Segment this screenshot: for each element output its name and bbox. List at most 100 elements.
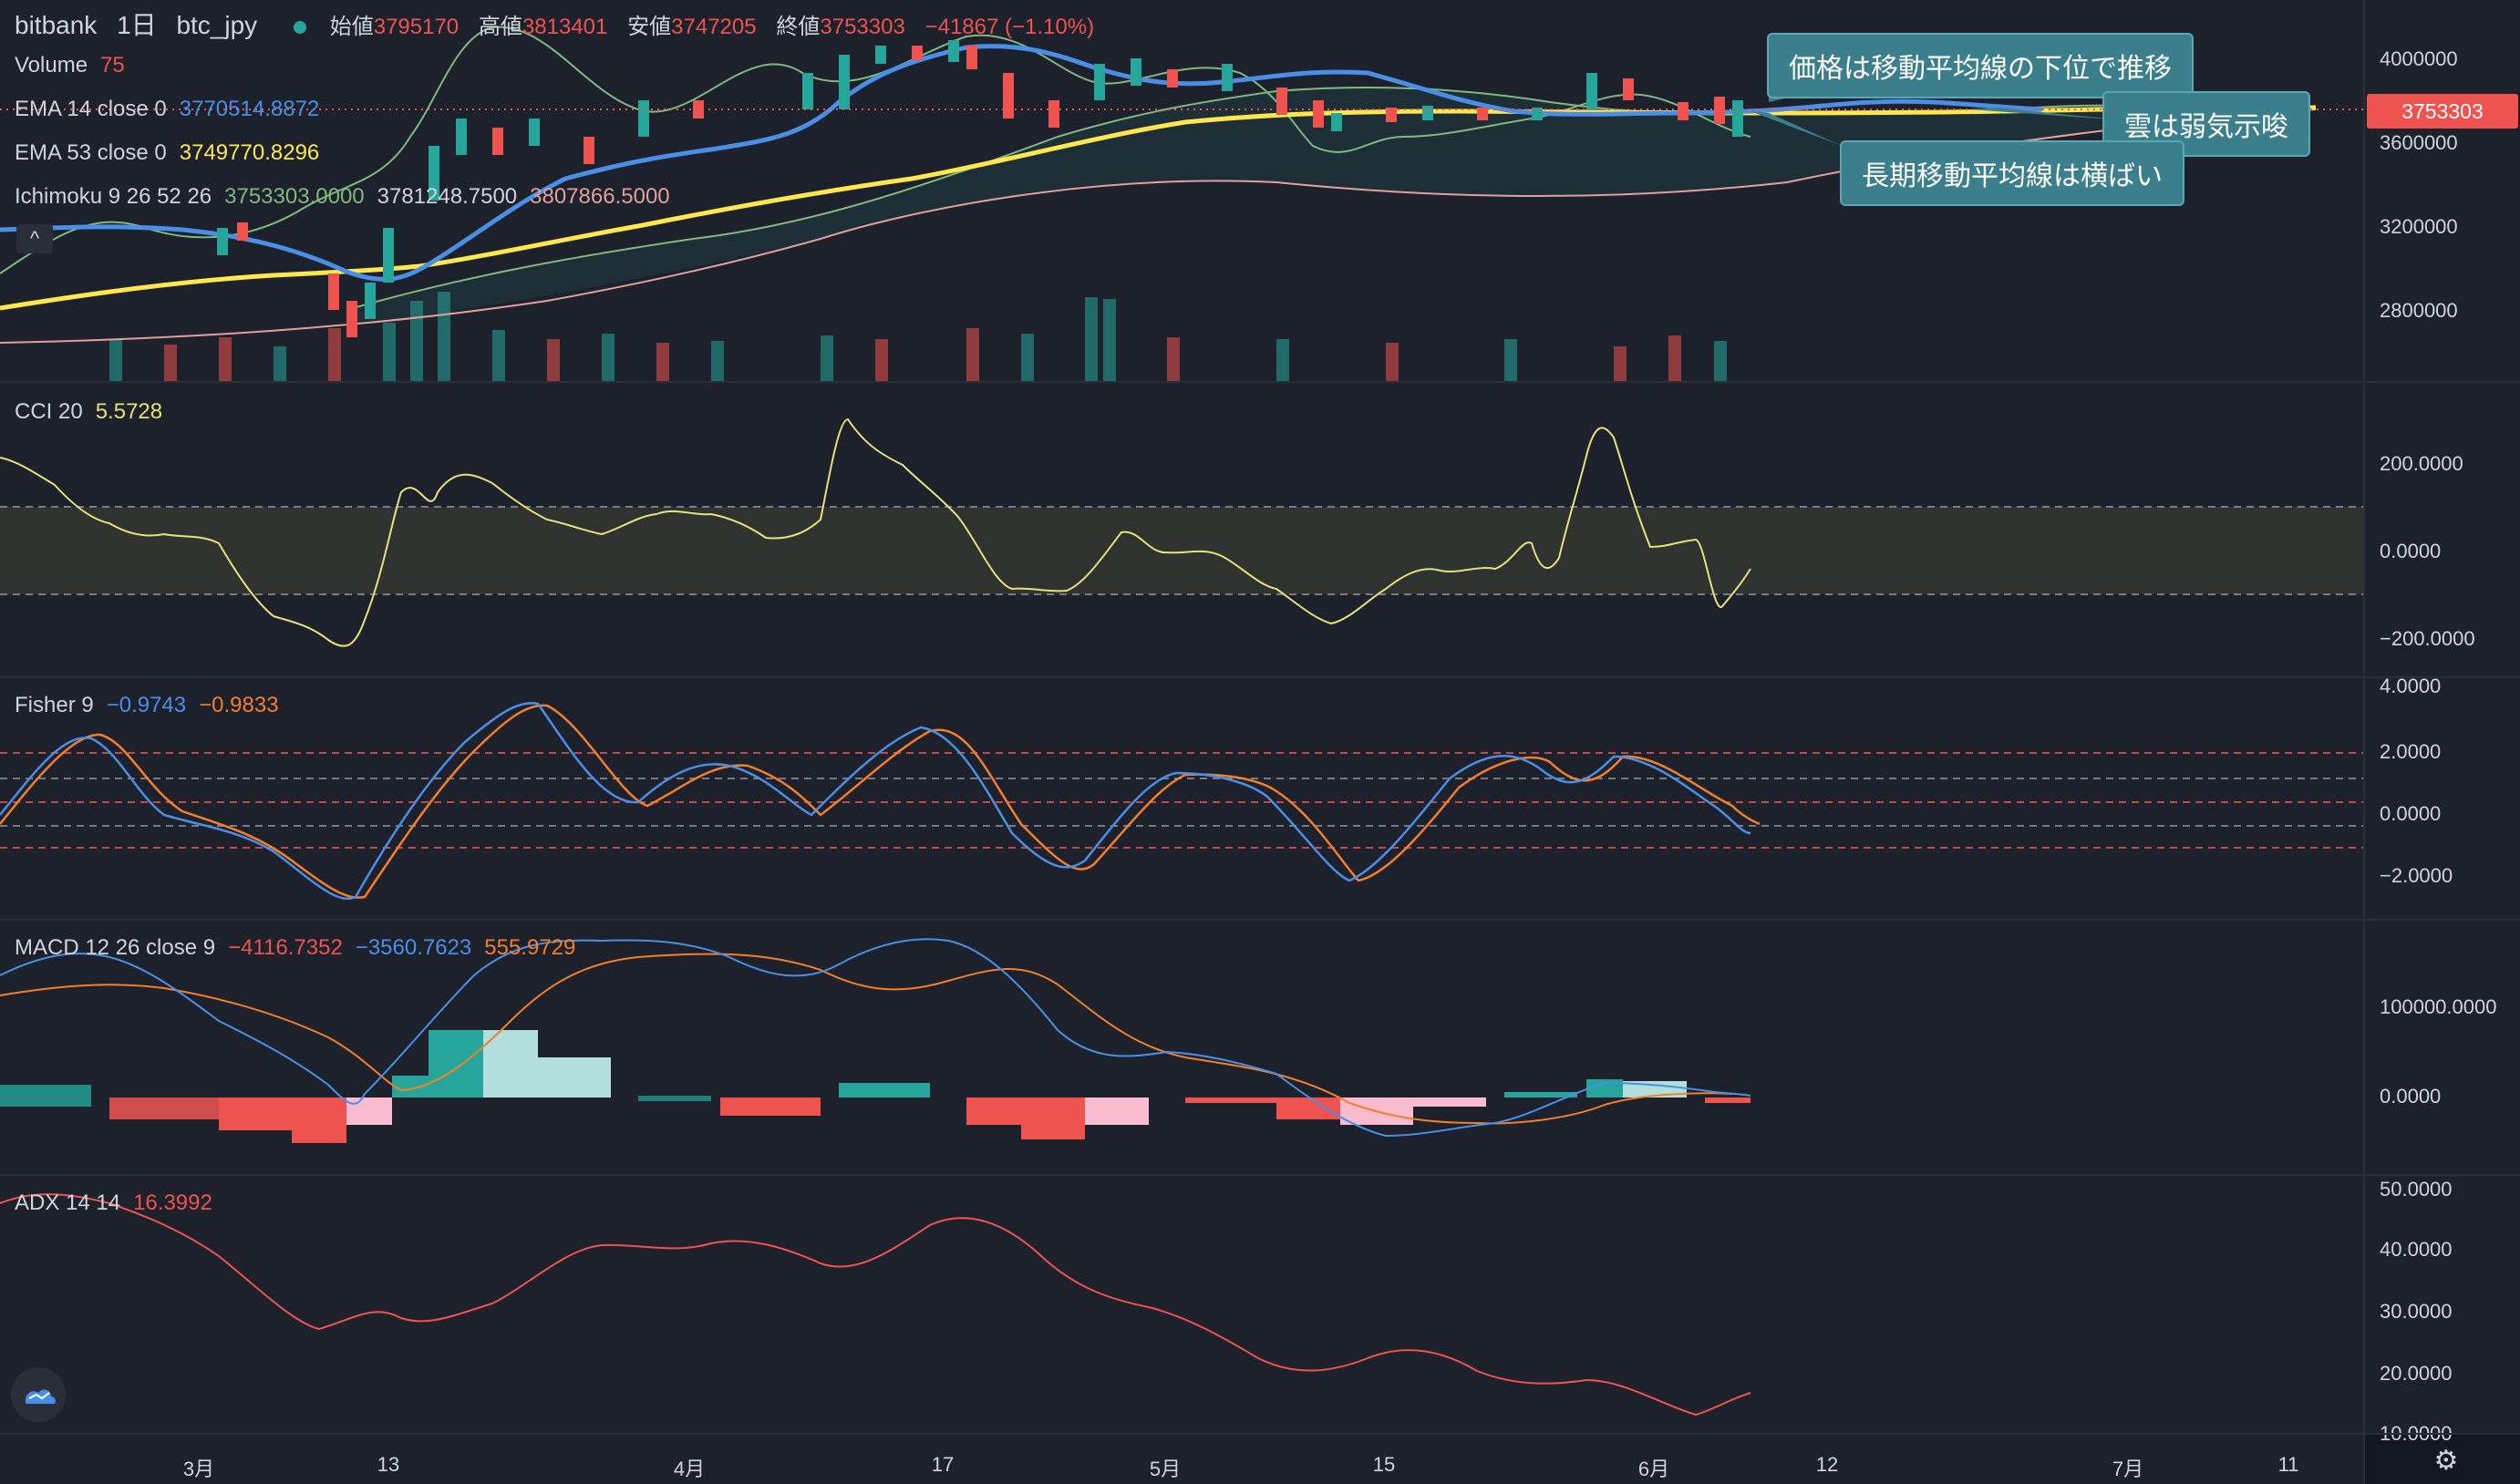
change-value: −41867 (−1.10%) bbox=[924, 15, 1095, 39]
close-label: 終値 bbox=[776, 15, 821, 39]
ichimoku-name: Ichimoku 9 26 52 26 bbox=[15, 184, 212, 209]
ema53-name: EMA 53 close 0 bbox=[15, 140, 167, 165]
fisher-tick: 2.0000 bbox=[2380, 740, 2442, 763]
ema53-line bbox=[0, 105, 2317, 311]
adx-chart-canvas bbox=[0, 1193, 1751, 1417]
adx-axis[interactable]: 50.0000 40.0000 30.0000 20.0000 10.0000 bbox=[2363, 1176, 2520, 1445]
fisher-tick: −2.0000 bbox=[2380, 864, 2453, 887]
adx-pane[interactable]: ADX 14 14 16.3992 bbox=[0, 1176, 2363, 1433]
adx-tick: 50.0000 bbox=[2380, 1178, 2453, 1201]
time-tick: 4月 bbox=[673, 1458, 706, 1480]
adx-legend[interactable]: ADX 14 14 16.3992 bbox=[15, 1190, 225, 1216]
macd-axis[interactable]: 100000.0000 0.0000 bbox=[2363, 921, 2520, 1174]
settings-gear-icon[interactable]: ⚙ bbox=[2433, 1446, 2459, 1476]
fisher-tick: 4.0000 bbox=[2380, 675, 2442, 697]
fisher-legend[interactable]: Fisher 9 −0.9743 −0.9833 bbox=[15, 693, 292, 718]
fisher-tick: 0.0000 bbox=[2380, 802, 2442, 825]
callout-pointer-3 bbox=[1751, 111, 1842, 146]
time-tick: 3月 bbox=[182, 1458, 215, 1480]
macd-line bbox=[0, 938, 1751, 1138]
ichimoku-value-3: 3807866.5000 bbox=[530, 184, 670, 209]
ichimoku-value-2: 3781248.7500 bbox=[377, 184, 518, 209]
cci-value: 5.5728 bbox=[95, 399, 163, 424]
cci-line bbox=[0, 417, 1751, 647]
macd-chart-canvas bbox=[0, 938, 1751, 1143]
macd-value-3: 555.9729 bbox=[484, 935, 576, 960]
cci-chart-canvas bbox=[0, 417, 2363, 647]
fisher-chart-canvas bbox=[0, 702, 2363, 901]
fisher-axis[interactable]: 4.0000 2.0000 0.0000 −2.0000 bbox=[2363, 675, 2520, 919]
fisher-value-1: −0.9743 bbox=[106, 693, 187, 717]
ema14-name: EMA 14 close 0 bbox=[15, 97, 167, 121]
fisher-pane[interactable]: Fisher 9 −0.9743 −0.9833 bbox=[0, 678, 2363, 919]
adx-line bbox=[0, 1193, 1751, 1417]
macd-signal-line bbox=[0, 953, 1733, 1125]
close-value: 3753303 bbox=[820, 15, 905, 39]
low-label: 安値 bbox=[627, 15, 672, 39]
adx-name: ADX 14 14 bbox=[15, 1190, 121, 1215]
ema14-value: 3770514.8872 bbox=[179, 97, 320, 121]
macd-value-1: −4116.7352 bbox=[228, 935, 343, 960]
time-tick: 7月 bbox=[2112, 1458, 2144, 1480]
time-tick: 17 bbox=[931, 1453, 955, 1476]
open-label: 始値 bbox=[329, 15, 374, 39]
fisher-value-2: −0.9833 bbox=[199, 693, 279, 717]
current-price-tag: 3753303 bbox=[2367, 94, 2518, 129]
symbol-label[interactable]: btc_jpy bbox=[176, 11, 258, 39]
cci-tick: 0.0000 bbox=[2380, 540, 2442, 562]
macd-tick: 100000.0000 bbox=[2380, 995, 2497, 1018]
ema53-legend[interactable]: EMA 53 close 0 3749770.8296 bbox=[15, 140, 332, 166]
price-axis[interactable]: 4000000 3600000 3200000 2800000 bbox=[2363, 0, 2520, 381]
low-value: 3747205 bbox=[671, 15, 757, 39]
price-tick: 3200000 bbox=[2380, 215, 2458, 238]
adx-value: 16.3992 bbox=[133, 1190, 212, 1215]
price-tick: 4000000 bbox=[2380, 47, 2458, 70]
time-tick: 5月 bbox=[1149, 1458, 1182, 1480]
cci-axis[interactable]: 200.0000 0.0000 −200.0000 bbox=[2363, 383, 2520, 676]
market-status-icon bbox=[293, 20, 306, 34]
adx-tick: 40.0000 bbox=[2380, 1238, 2453, 1261]
time-tick: 12 bbox=[1815, 1453, 1839, 1476]
ichimoku-legend[interactable]: Ichimoku 9 26 52 26 3753303.0000 3781248.7… bbox=[15, 184, 683, 210]
tradingview-logo-icon[interactable] bbox=[11, 1367, 66, 1422]
fisher-trigger-line bbox=[0, 704, 1761, 899]
ichimoku-value-1: 3753303.0000 bbox=[224, 184, 365, 209]
cci-legend[interactable]: CCI 20 5.5728 bbox=[15, 399, 175, 425]
macd-name: MACD 12 26 close 9 bbox=[15, 935, 216, 960]
macd-histogram bbox=[0, 1030, 1751, 1143]
price-tick: 3600000 bbox=[2380, 131, 2458, 154]
time-tick: 13 bbox=[377, 1453, 400, 1476]
fisher-main-line bbox=[0, 702, 1751, 901]
exchange-label[interactable]: bitbank bbox=[15, 11, 98, 39]
ema14-legend[interactable]: EMA 14 close 0 3770514.8872 bbox=[15, 97, 332, 122]
annotation-long-ma-flat[interactable]: 長期移動平均線は横ばい bbox=[1840, 140, 2184, 206]
macd-legend[interactable]: MACD 12 26 close 9 −4116.7352 −3560.7623 55… bbox=[15, 935, 588, 961]
adx-tick: 20.0000 bbox=[2380, 1362, 2453, 1385]
time-tick: 15 bbox=[1372, 1453, 1396, 1476]
cci-tick: 200.0000 bbox=[2380, 452, 2463, 475]
macd-tick: 0.0000 bbox=[2380, 1085, 2442, 1108]
time-tick: 11 bbox=[2277, 1453, 2299, 1476]
fisher-name: Fisher 9 bbox=[15, 693, 94, 717]
collapse-chevron-icon[interactable]: ^ bbox=[16, 224, 53, 253]
annotation-price-below-ma[interactable]: 価格は移動平均線の下位で推移 bbox=[1767, 33, 2194, 98]
open-value: 3795170 bbox=[373, 15, 460, 39]
macd-pane[interactable]: MACD 12 26 close 9 −4116.7352 −3560.7623 55… bbox=[0, 921, 2363, 1174]
high-value: 3813401 bbox=[522, 15, 608, 39]
adx-tick: 30.0000 bbox=[2380, 1300, 2453, 1323]
high-label: 高値 bbox=[478, 15, 522, 39]
cci-name: CCI 20 bbox=[15, 399, 83, 424]
time-axis[interactable] bbox=[0, 1435, 2363, 1484]
header-legend: bitbank 1日 btc_jpy 始値3795170 高値3813401 安… bbox=[15, 5, 1107, 42]
macd-value-2: −3560.7623 bbox=[355, 935, 472, 960]
callout-pointer-2 bbox=[1969, 108, 2124, 120]
price-pane[interactable]: bitbank 1日 btc_jpy 始値3795170 高値3813401 安… bbox=[0, 0, 2363, 381]
ema53-value: 3749770.8296 bbox=[179, 140, 320, 165]
cci-pane[interactable]: CCI 20 5.5728 bbox=[0, 383, 2363, 676]
time-tick: 6月 bbox=[1637, 1458, 1670, 1480]
cci-band bbox=[0, 507, 2363, 594]
volume-name: Volume bbox=[15, 53, 88, 77]
volume-legend[interactable]: Volume 75 bbox=[15, 53, 138, 78]
candlesticks bbox=[217, 40, 1743, 337]
timeframe-label[interactable]: 1日 bbox=[117, 11, 157, 39]
